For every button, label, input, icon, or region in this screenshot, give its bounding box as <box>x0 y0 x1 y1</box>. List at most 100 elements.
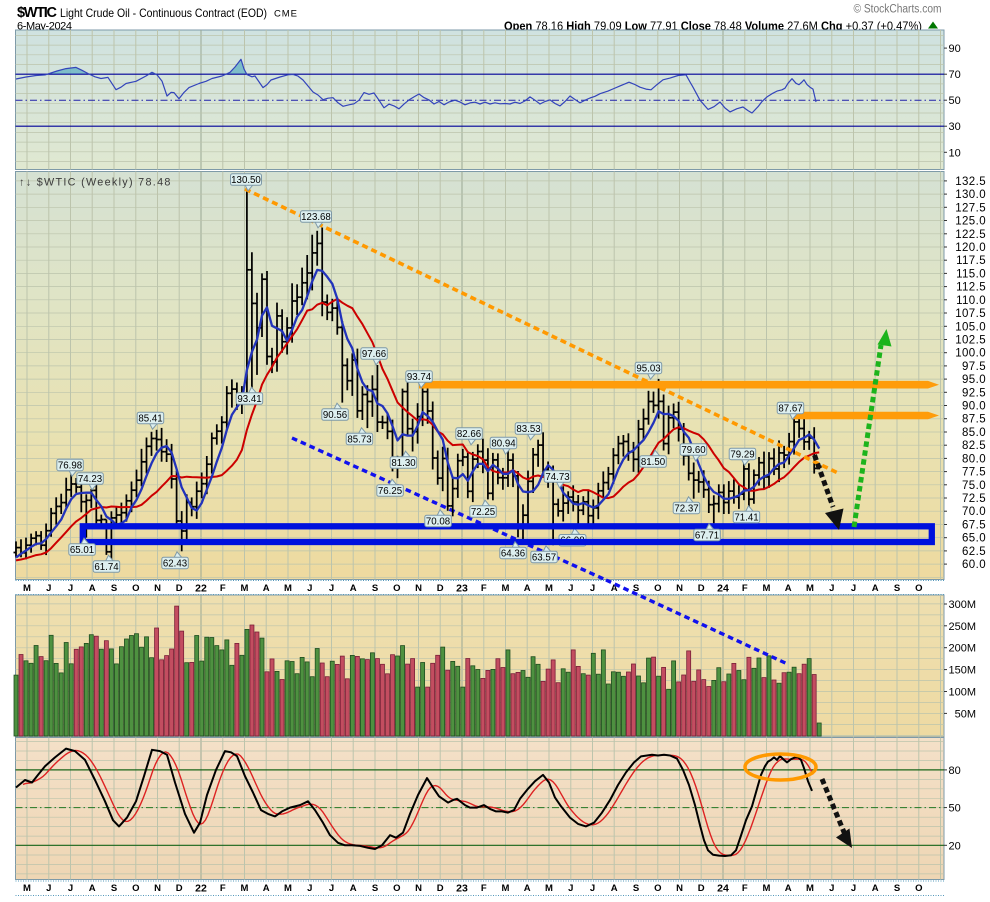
svg-text:80.0: 80.0 <box>962 453 986 465</box>
svg-text:D: D <box>698 583 705 594</box>
svg-text:S: S <box>633 883 639 894</box>
svg-text:CME: CME <box>274 9 297 20</box>
svg-text:A: A <box>611 883 618 894</box>
svg-text:82.5: 82.5 <box>962 440 986 452</box>
svg-text:122.5: 122.5 <box>955 229 986 241</box>
svg-text:O: O <box>393 883 400 894</box>
svg-text:20: 20 <box>949 840 961 852</box>
svg-text:130.50: 130.50 <box>231 175 261 186</box>
svg-text:65.0: 65.0 <box>962 533 986 545</box>
svg-text:O: O <box>393 583 400 594</box>
svg-text:A: A <box>350 583 357 594</box>
svg-text:A: A <box>350 883 357 894</box>
svg-text:J: J <box>307 583 312 594</box>
svg-text:74.23: 74.23 <box>78 474 102 485</box>
svg-text:F: F <box>481 583 487 594</box>
svg-text:A: A <box>611 583 618 594</box>
svg-text:J: J <box>68 583 73 594</box>
svg-text:80: 80 <box>949 765 961 777</box>
svg-text:A: A <box>872 583 879 594</box>
svg-text:102.5: 102.5 <box>955 335 986 347</box>
svg-text:J: J <box>829 583 834 594</box>
svg-text:107.5: 107.5 <box>955 308 986 320</box>
svg-text:A: A <box>263 583 270 594</box>
svg-text:64.36: 64.36 <box>501 549 525 560</box>
svg-text:D: D <box>176 883 183 894</box>
svg-text:30: 30 <box>949 121 961 133</box>
svg-text:O: O <box>654 583 661 594</box>
svg-text:S: S <box>633 583 639 594</box>
svg-text:22: 22 <box>195 883 207 895</box>
svg-text:70: 70 <box>949 69 961 81</box>
svg-text:J: J <box>829 883 834 894</box>
svg-text:62.43: 62.43 <box>163 559 187 570</box>
svg-text:74.73: 74.73 <box>545 472 569 483</box>
svg-text:23: 23 <box>456 883 468 895</box>
svg-text:22: 22 <box>195 583 207 595</box>
svg-text:70.08: 70.08 <box>426 517 450 528</box>
svg-text:90: 90 <box>949 43 961 55</box>
svg-text:85.73: 85.73 <box>347 435 371 446</box>
svg-text:125.0: 125.0 <box>955 216 986 228</box>
svg-text:97.66: 97.66 <box>362 349 386 360</box>
svg-text:J: J <box>851 883 856 894</box>
svg-text:O: O <box>654 883 661 894</box>
svg-text:S: S <box>372 883 378 894</box>
svg-text:123.68: 123.68 <box>301 212 331 223</box>
svg-text:65.01: 65.01 <box>70 545 94 556</box>
svg-text:72.25: 72.25 <box>471 507 495 518</box>
svg-text:M: M <box>241 883 249 894</box>
svg-text:90.0: 90.0 <box>962 401 986 413</box>
svg-text:112.5: 112.5 <box>956 282 986 294</box>
svg-text:130.0: 130.0 <box>955 189 986 201</box>
svg-text:F: F <box>220 583 226 594</box>
svg-text:120.0: 120.0 <box>955 242 986 254</box>
svg-text:A: A <box>524 883 531 894</box>
svg-text:M: M <box>284 883 292 894</box>
svg-text:72.5: 72.5 <box>962 493 986 505</box>
svg-text:A: A <box>785 883 792 894</box>
svg-text:300M: 300M <box>948 599 976 611</box>
svg-text:A: A <box>524 583 531 594</box>
svg-text:M: M <box>545 583 553 594</box>
svg-text:92.5: 92.5 <box>962 387 986 399</box>
svg-text:132.5: 132.5 <box>955 176 986 188</box>
svg-text:S: S <box>894 583 900 594</box>
svg-text:© StockCharts.com: © StockCharts.com <box>854 4 942 16</box>
svg-text:O: O <box>915 883 922 894</box>
svg-text:↑↓ $WTIC (Weekly) 78.48: ↑↓ $WTIC (Weekly) 78.48 <box>19 177 172 189</box>
svg-text:S: S <box>894 883 900 894</box>
svg-text:79.60: 79.60 <box>681 445 706 456</box>
svg-text:61.74: 61.74 <box>94 562 119 573</box>
svg-text:O: O <box>915 583 922 594</box>
svg-text:50: 50 <box>949 803 961 815</box>
svg-text:S: S <box>111 883 117 894</box>
svg-text:F: F <box>742 883 748 894</box>
svg-text:81.30: 81.30 <box>391 458 416 469</box>
svg-text:85.41: 85.41 <box>138 414 162 425</box>
svg-text:N: N <box>676 883 683 894</box>
svg-text:N: N <box>154 583 161 594</box>
svg-text:F: F <box>742 583 748 594</box>
svg-text:70.0: 70.0 <box>962 506 986 518</box>
svg-text:N: N <box>676 583 683 594</box>
svg-text:23: 23 <box>456 583 468 595</box>
svg-text:90.56: 90.56 <box>323 410 347 421</box>
svg-text:81.50: 81.50 <box>641 457 666 468</box>
svg-text:A: A <box>89 883 96 894</box>
svg-text:S: S <box>111 583 117 594</box>
svg-text:95.0: 95.0 <box>962 374 986 386</box>
svg-text:M: M <box>763 883 771 894</box>
svg-text:87.67: 87.67 <box>778 404 802 415</box>
svg-text:24: 24 <box>717 583 729 595</box>
svg-text:85.0: 85.0 <box>962 427 986 439</box>
svg-text:127.5: 127.5 <box>955 202 986 214</box>
svg-text:100.0: 100.0 <box>955 348 986 360</box>
svg-text:M: M <box>806 883 814 894</box>
svg-text:93.74: 93.74 <box>407 372 432 383</box>
svg-text:M: M <box>806 583 814 594</box>
svg-text:80.94: 80.94 <box>491 439 516 450</box>
svg-text:M: M <box>763 583 771 594</box>
svg-text:50M: 50M <box>955 708 976 720</box>
svg-text:63.57: 63.57 <box>532 553 556 564</box>
